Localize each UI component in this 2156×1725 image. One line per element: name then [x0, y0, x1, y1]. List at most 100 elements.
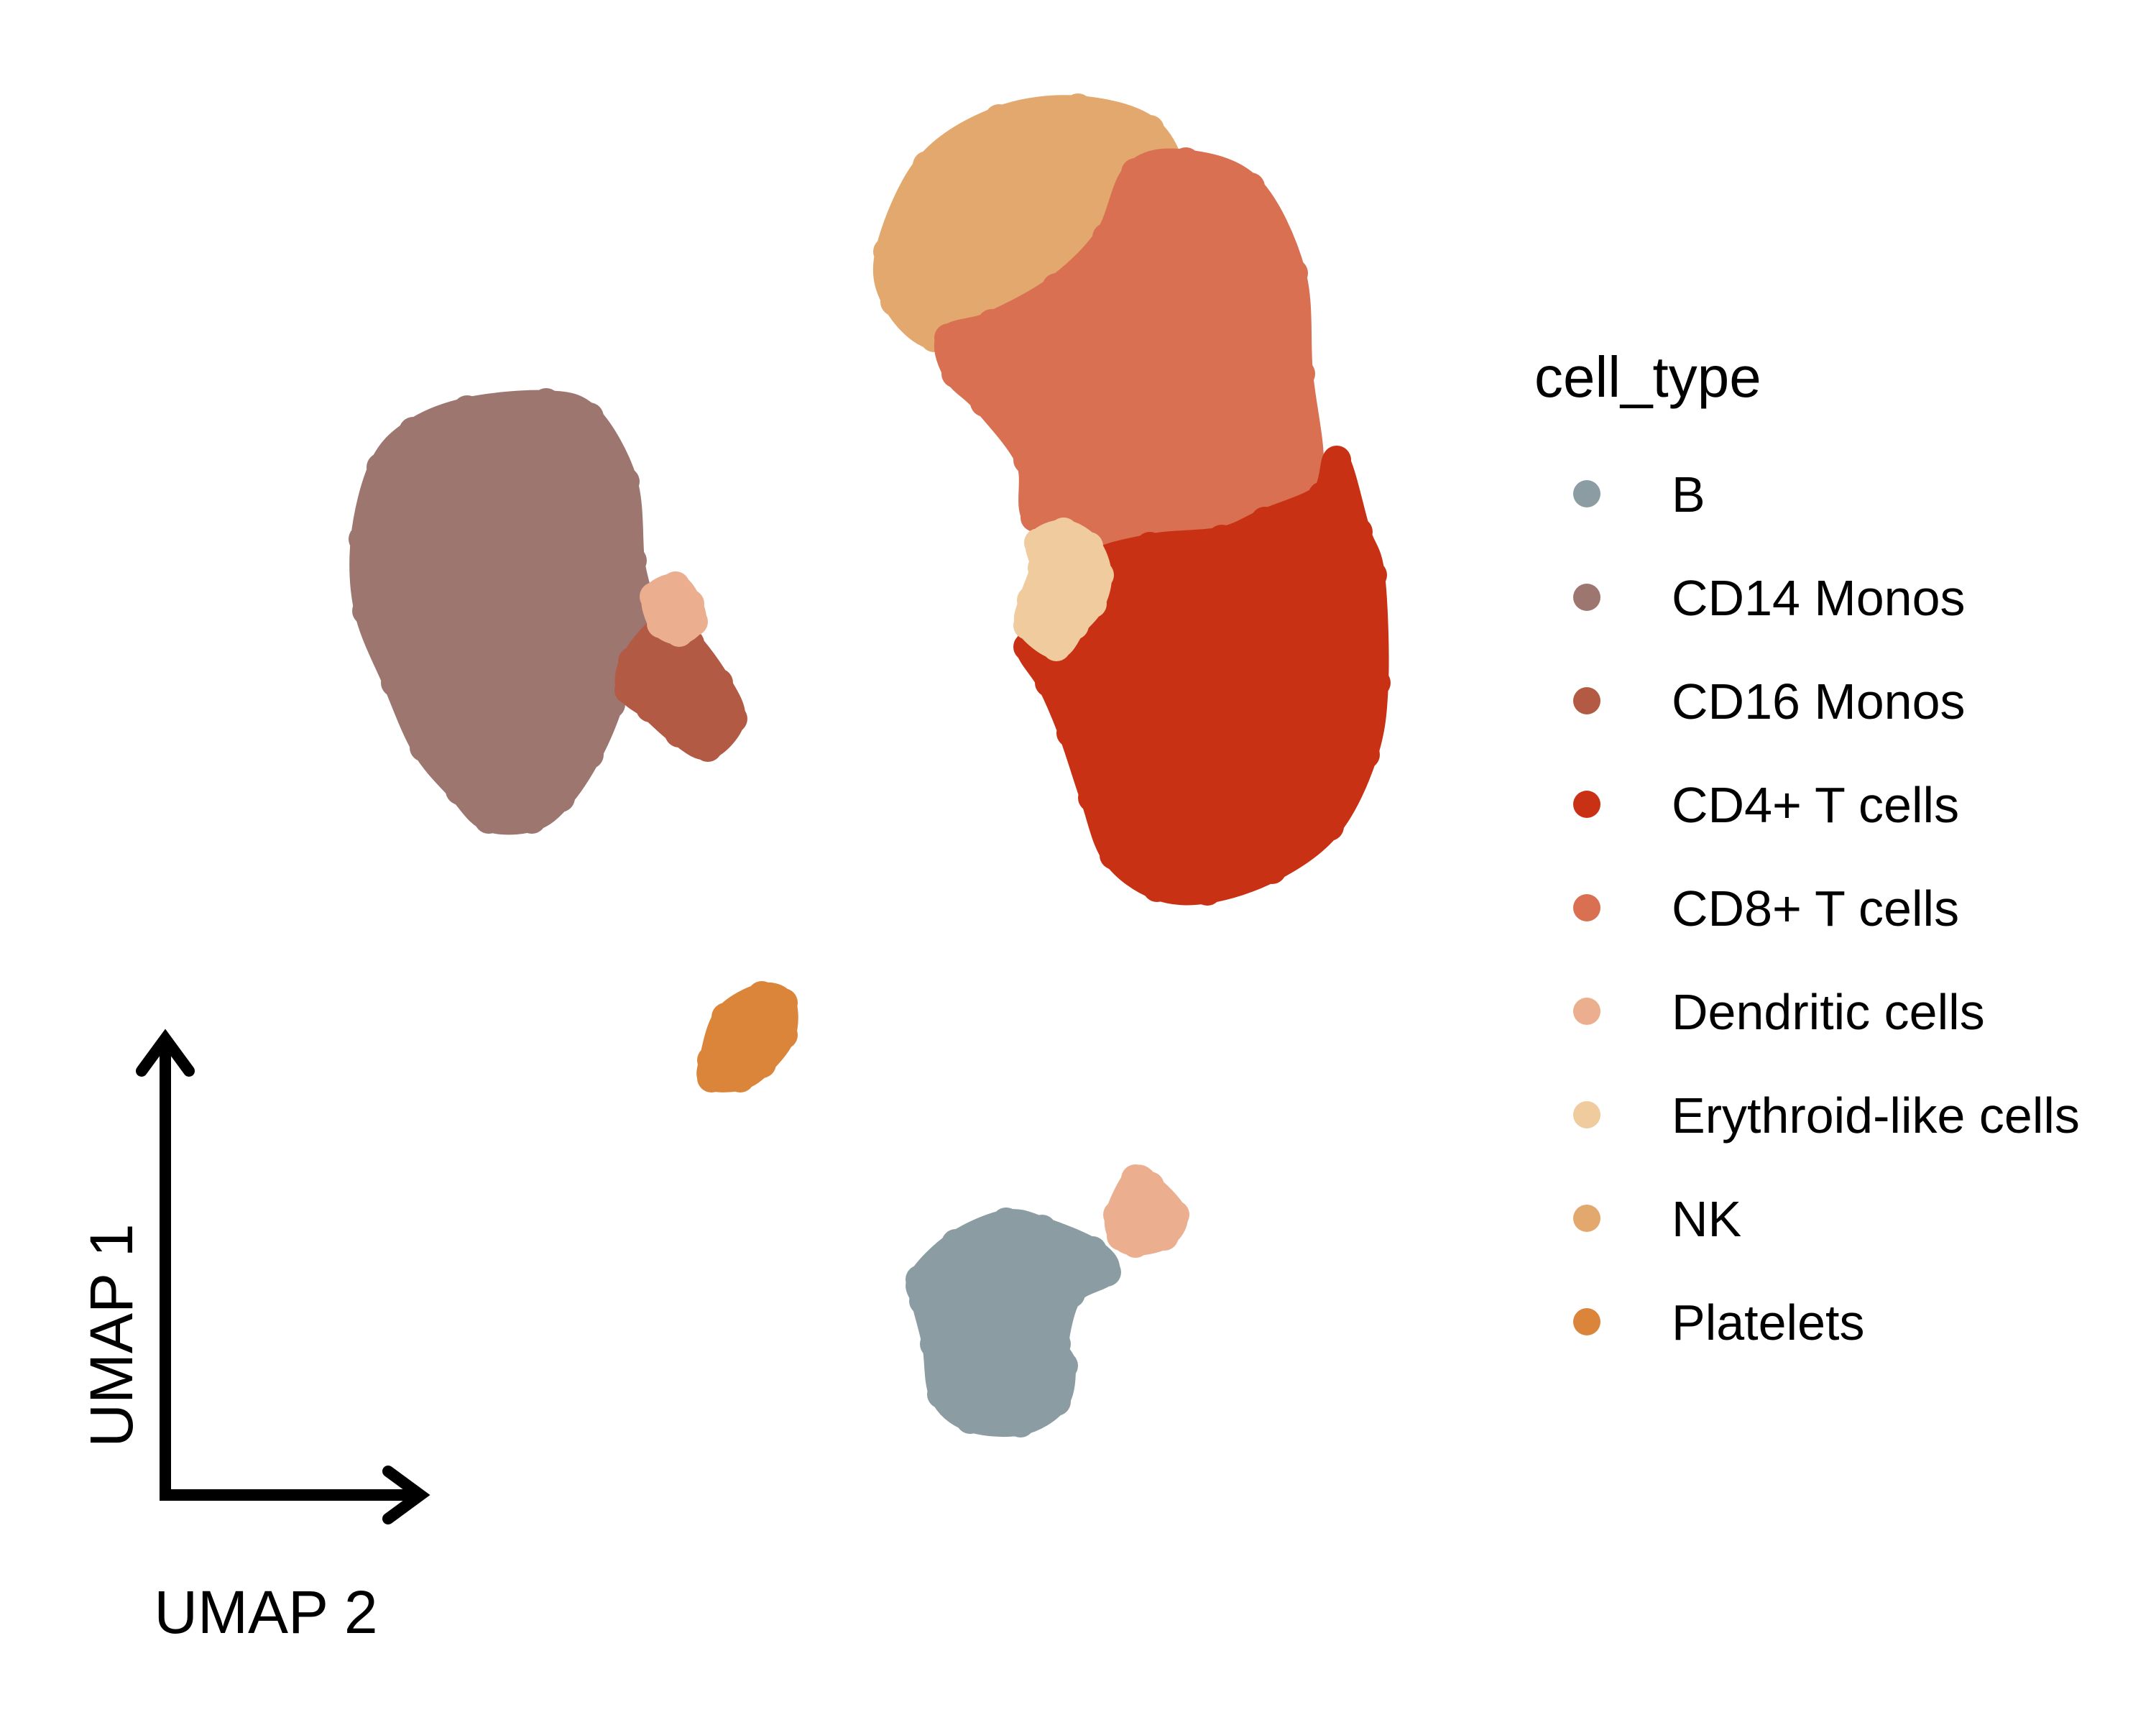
point: [1362, 668, 1391, 697]
point: [446, 776, 474, 805]
point: [1297, 453, 1326, 482]
point: [873, 237, 902, 266]
point: [1161, 1200, 1189, 1229]
point: [453, 395, 482, 424]
point: [532, 388, 561, 417]
point: [970, 388, 999, 417]
point: [575, 740, 604, 769]
point: [1100, 841, 1128, 870]
point: [1322, 446, 1351, 474]
legend-label: CD4+ T cells: [1672, 777, 1959, 833]
point: [769, 988, 798, 1017]
legend-label: CD8+ T cells: [1672, 880, 1959, 937]
point: [906, 1265, 934, 1294]
point: [1074, 532, 1103, 561]
point: [694, 733, 722, 762]
legend-label: NK: [1672, 1191, 1741, 1247]
point: [1344, 518, 1373, 546]
umap-axes: UMAP 2 UMAP 1: [78, 1029, 430, 1646]
point: [1024, 528, 1053, 557]
legend-key: [1573, 791, 1600, 818]
point: [726, 1064, 755, 1092]
point: [909, 1287, 938, 1315]
point: [1078, 1236, 1107, 1265]
point: [1060, 611, 1089, 640]
point: [1107, 1222, 1135, 1251]
point: [1135, 532, 1164, 561]
point: [1042, 632, 1071, 661]
legend-label: Erythroid-like cells: [1672, 1087, 2080, 1144]
point: [711, 1003, 740, 1031]
point: [636, 694, 665, 722]
legend-key: [1573, 1205, 1600, 1232]
point: [977, 309, 1006, 338]
point: [1279, 259, 1308, 288]
point: [640, 582, 668, 611]
point: [618, 546, 647, 575]
point: [381, 668, 410, 697]
point: [349, 525, 377, 553]
point: [1042, 273, 1071, 302]
legend-key: [1573, 1101, 1600, 1128]
point: [1358, 561, 1387, 589]
point: [1143, 873, 1171, 902]
point: [367, 453, 395, 482]
x-axis-label: UMAP 2: [154, 1578, 377, 1646]
legend-key: [1573, 998, 1600, 1025]
point: [927, 1380, 956, 1409]
point: [1250, 507, 1279, 535]
point: [546, 783, 575, 812]
point: [985, 104, 1013, 133]
point: [410, 733, 438, 762]
umap2-arrowhead: [382, 1466, 430, 1524]
point: [697, 1064, 726, 1092]
point: [941, 1229, 970, 1258]
point: [1193, 877, 1222, 906]
legend-key: [1573, 584, 1600, 611]
legend-label: B: [1672, 466, 1705, 523]
legend-label: CD14 Monos: [1672, 570, 1966, 626]
point: [1092, 1258, 1121, 1287]
cluster-points: [349, 93, 1391, 1438]
point: [1013, 446, 1042, 474]
legend-key: [1573, 687, 1600, 714]
point: [941, 359, 970, 388]
point: [913, 151, 941, 180]
point: [1013, 611, 1042, 640]
point: [618, 647, 647, 676]
point: [1121, 158, 1150, 187]
point: [1308, 482, 1337, 510]
point: [647, 610, 676, 638]
point: [614, 676, 643, 704]
legend: cell_type B CD14 Monos CD16 Monos CD4+ T ce…: [1534, 345, 2080, 1351]
point: [1056, 719, 1085, 748]
point: [474, 805, 503, 834]
point: [517, 805, 546, 834]
point: [1042, 1387, 1071, 1416]
point: [1064, 93, 1092, 122]
point: [1236, 172, 1265, 201]
point: [769, 1021, 798, 1049]
point: [1135, 115, 1164, 144]
point: [1315, 812, 1344, 841]
point: [1078, 783, 1107, 812]
point: [956, 1405, 985, 1434]
point: [1150, 1222, 1179, 1251]
point: [1078, 589, 1107, 618]
point: [1258, 855, 1286, 884]
point: [920, 1330, 949, 1358]
point: [611, 467, 640, 496]
point: [747, 1049, 776, 1078]
point: [1056, 1279, 1085, 1308]
point: [1171, 147, 1200, 176]
legend-key: [1573, 480, 1600, 507]
legend-key: [1573, 1308, 1600, 1335]
point: [1035, 668, 1064, 697]
point: [1135, 1172, 1164, 1200]
point: [665, 719, 694, 748]
point: [992, 1208, 1021, 1236]
point: [1092, 223, 1121, 252]
point: [880, 288, 909, 316]
y-axis-label: UMAP 1: [78, 1223, 145, 1447]
